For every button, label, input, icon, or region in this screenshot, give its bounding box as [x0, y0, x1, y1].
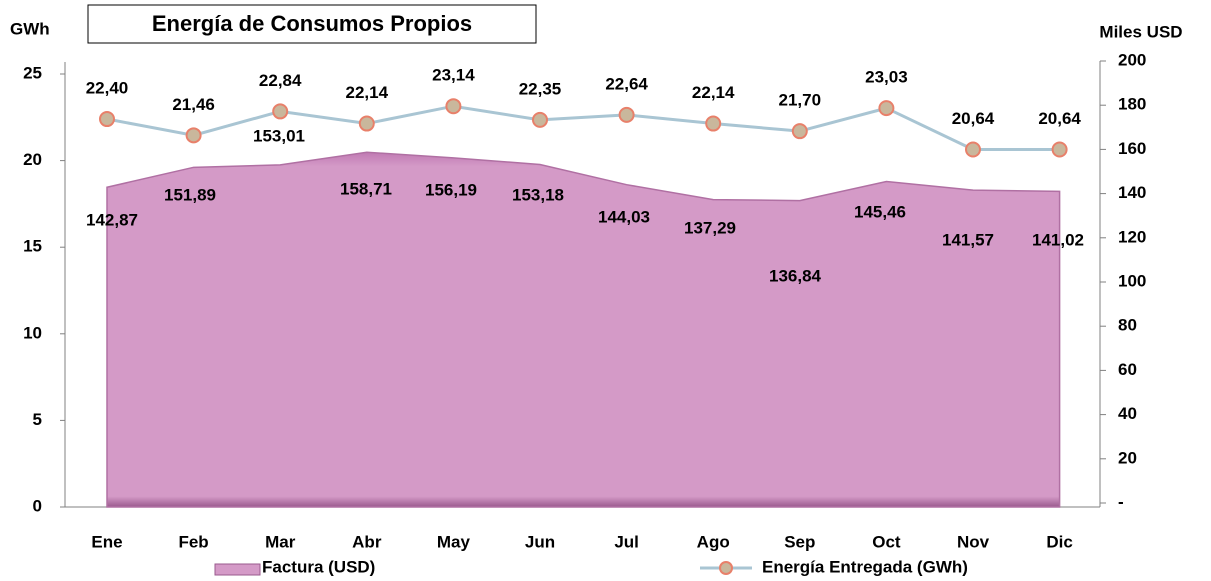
- legend-label: Factura (USD): [262, 557, 375, 576]
- y-axis-label: GWh: [10, 19, 50, 38]
- x-tick-label: May: [437, 532, 471, 551]
- line-marker: [1051, 141, 1068, 158]
- legend-marker: [719, 561, 733, 575]
- area-value-label: 144,03: [598, 207, 650, 226]
- line-marker: [185, 127, 202, 144]
- x-tick-label: Jul: [614, 532, 639, 551]
- area-value-label: 151,89: [164, 185, 216, 204]
- legend-label: Energía Entregada (GWh): [762, 557, 968, 576]
- y-tick-label: 20: [23, 150, 42, 169]
- x-tick-label: Jun: [525, 532, 555, 551]
- title-box: [87, 4, 537, 44]
- area: [106, 151, 1061, 508]
- x-tick-label: Ene: [91, 532, 122, 551]
- x-tick-label: Mar: [265, 532, 296, 551]
- x-tick-label: Abr: [352, 532, 382, 551]
- line-value-label: 22,14: [692, 83, 735, 102]
- legend-swatch: [214, 563, 261, 576]
- line-value-label: 23,03: [865, 68, 908, 87]
- line-value-label: 21,46: [172, 95, 215, 114]
- line-value-label: 20,64: [952, 109, 995, 128]
- y2-tick-label: -: [1118, 492, 1124, 511]
- line-marker: [532, 111, 548, 128]
- y2-tick-label: 60: [1118, 360, 1137, 379]
- area-value-label: 153,18: [512, 185, 564, 204]
- x-tick-label: Feb: [178, 532, 208, 551]
- line-value-label: 22,35: [519, 79, 562, 98]
- line-marker: [791, 123, 808, 140]
- chart-title: Energía de Consumos Propios: [152, 11, 472, 36]
- line-value-label: 22,14: [346, 83, 389, 102]
- area-value-label: 153,01: [253, 126, 305, 145]
- area-value-label: 141,57: [942, 230, 994, 249]
- y2-tick-label: 140: [1118, 183, 1146, 202]
- line-marker: [445, 98, 462, 115]
- line-value-label: 21,70: [779, 91, 822, 110]
- line-value-label: 20,64: [1038, 109, 1081, 128]
- x-tick-label: Oct: [872, 532, 901, 551]
- x-tick-label: Ago: [697, 532, 730, 551]
- x-tick-label: Dic: [1046, 532, 1072, 551]
- y2-tick-label: 80: [1118, 316, 1137, 335]
- line-value-label: 22,84: [259, 71, 302, 90]
- y2-tick-label: 160: [1118, 139, 1146, 158]
- area-value-label: 158,71: [340, 179, 392, 198]
- line-marker: [272, 103, 289, 120]
- line-marker: [618, 106, 635, 123]
- line-value-label: 23,14: [432, 66, 475, 85]
- line-marker: [358, 115, 375, 132]
- area-value-label: 137,29: [684, 218, 736, 237]
- y-tick-label: 5: [33, 410, 42, 429]
- y2-tick-label: 180: [1118, 95, 1146, 114]
- area-value-label: 142,87: [86, 210, 138, 229]
- y2-tick-label: 40: [1118, 404, 1137, 423]
- y2-tick-label: 100: [1118, 271, 1146, 290]
- line-marker: [705, 115, 722, 132]
- y2-tick-label: 20: [1118, 448, 1137, 467]
- area-value-label: 156,19: [425, 180, 477, 199]
- area-value-label: 145,46: [854, 202, 906, 221]
- x-tick-label: Nov: [957, 532, 990, 551]
- x-tick-label: Sep: [784, 532, 815, 551]
- y2-tick-label: 120: [1118, 227, 1146, 246]
- line: [106, 104, 1060, 152]
- area-value-label: 141,02: [1032, 230, 1084, 249]
- line-value-label: 22,64: [605, 74, 648, 93]
- y-tick-label: 0: [33, 496, 42, 515]
- area-value-label: 136,84: [769, 266, 822, 285]
- y2-axis-label: Miles USD: [1099, 22, 1182, 41]
- line-value-label: 22,40: [86, 79, 129, 98]
- y-tick-label: 15: [23, 237, 42, 256]
- line-marker: [99, 111, 115, 128]
- line-marker: [878, 100, 895, 117]
- y-tick-label: 10: [23, 323, 42, 342]
- line-marker: [965, 141, 981, 158]
- y-tick-label: 25: [23, 63, 42, 82]
- y2-tick-label: 200: [1118, 50, 1146, 69]
